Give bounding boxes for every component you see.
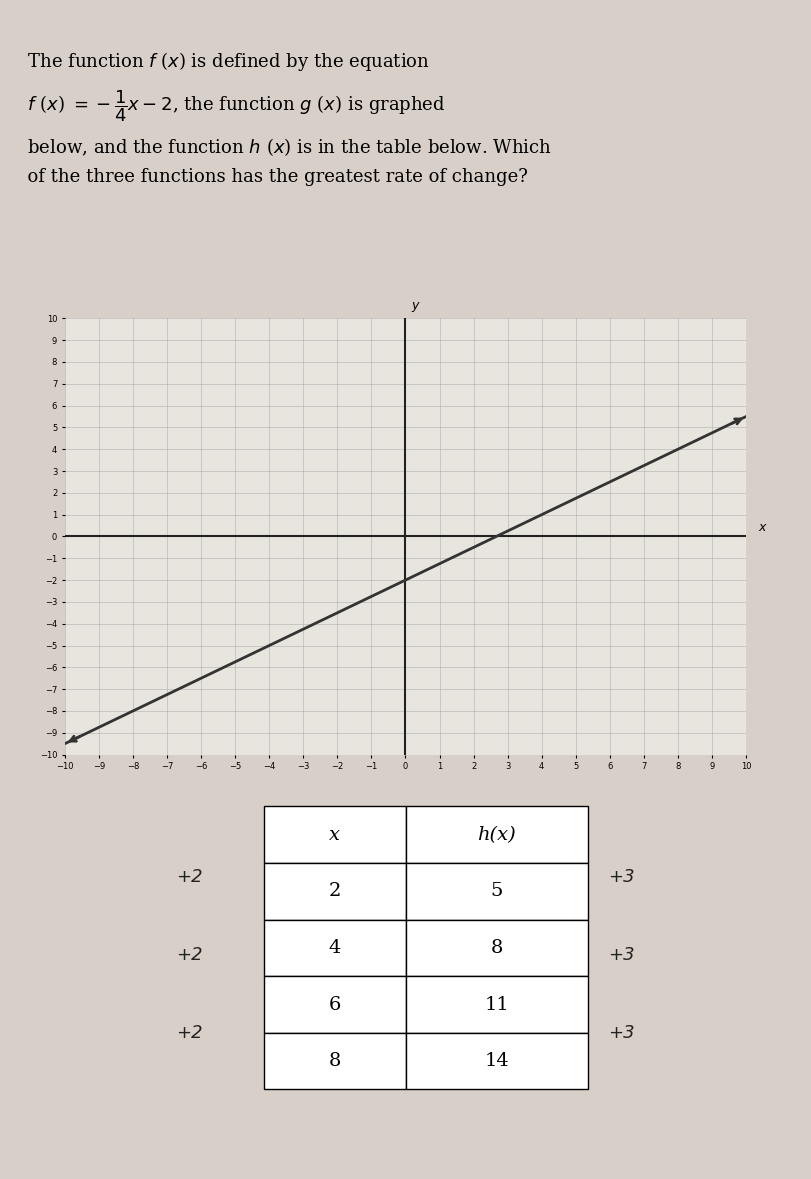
Text: 6: 6 [328,995,341,1014]
Bar [264,806,406,863]
Bar [406,976,588,1033]
Text: The function $f$ ($x$) is defined by the equation
  $f$ ($x$) $= -\dfrac{1}{4}x : The function $f$ ($x$) is defined by the… [16,50,552,185]
Text: +2: +2 [177,946,203,964]
Text: +3: +3 [608,1023,634,1042]
Text: $y$: $y$ [410,301,420,315]
Text: $x$: $x$ [758,521,768,534]
Bar [264,976,406,1033]
Bar [264,920,406,976]
Text: +3: +3 [608,868,634,887]
Text: +2: +2 [177,1023,203,1042]
Text: 11: 11 [484,995,509,1014]
Bar [406,806,588,863]
Text: +2: +2 [177,868,203,887]
Bar [406,920,588,976]
Bar [264,1033,406,1089]
Text: 8: 8 [491,938,503,957]
Text: 8: 8 [328,1052,341,1071]
Text: 5: 5 [491,882,503,901]
Text: 2: 2 [328,882,341,901]
Text: 14: 14 [484,1052,509,1071]
Text: h(x): h(x) [478,825,516,844]
Bar [406,1033,588,1089]
Text: +3: +3 [608,946,634,964]
Bar [406,863,588,920]
Text: 4: 4 [328,938,341,957]
Text: x: x [329,825,340,844]
Bar [264,863,406,920]
